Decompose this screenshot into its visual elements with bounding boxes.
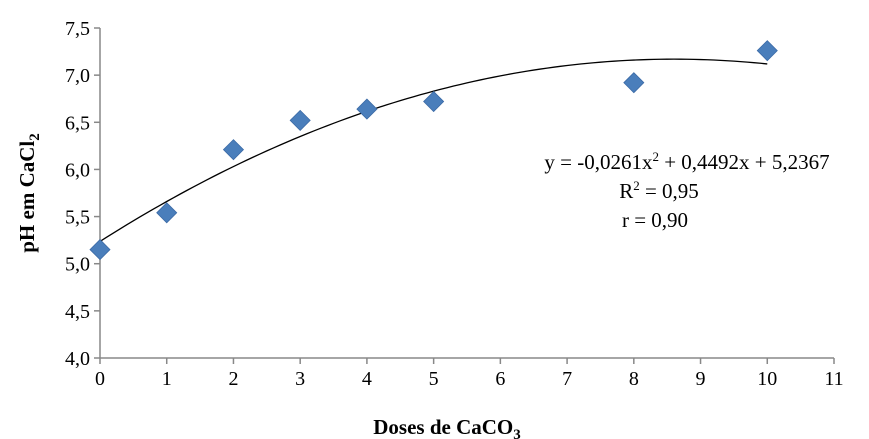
y-tick-label: 5,5 <box>65 207 90 229</box>
x-ticks: 0 1 2 3 4 5 6 7 8 9 10 11 <box>95 358 844 390</box>
y-tick-label: 7,5 <box>65 18 90 40</box>
y-tick-label: 6,5 <box>65 112 90 134</box>
r-squared-label: R2 = 0,95 <box>619 178 699 203</box>
x-tick-label: 6 <box>495 368 505 390</box>
y-tick-label: 5,0 <box>65 254 90 276</box>
x-tick-label: 7 <box>562 368 572 390</box>
x-tick-label: 2 <box>228 368 238 390</box>
y-tick-label: 4,5 <box>65 301 90 323</box>
x-axis-title: Doses de CaCO3 <box>373 415 521 439</box>
x-tick-label: 3 <box>295 368 305 390</box>
x-tick-label: 0 <box>95 368 105 390</box>
y-axis-title: pH em CaCl2 <box>15 133 43 253</box>
x-tick-label: 8 <box>629 368 639 390</box>
x-tick-label: 11 <box>824 368 843 390</box>
y-tick-label: 4,0 <box>65 348 90 370</box>
data-point <box>156 202 178 224</box>
data-point <box>289 109 311 131</box>
data-point <box>623 72 645 94</box>
data-point <box>756 40 778 62</box>
x-tick-label: 10 <box>757 368 777 390</box>
data-points <box>89 40 778 261</box>
data-point <box>356 98 378 120</box>
y-tick-label: 7,0 <box>65 65 90 87</box>
data-point <box>89 239 111 261</box>
axes <box>99 28 834 359</box>
x-tick-label: 4 <box>362 368 372 390</box>
r-label: r = 0,90 <box>622 208 688 232</box>
y-ticks: 4,0 4,5 5,0 5,5 6,0 6,5 7,0 7,5 <box>65 18 100 370</box>
x-tick-label: 5 <box>429 368 439 390</box>
x-tick-label: 9 <box>696 368 706 390</box>
y-tick-label: 6,0 <box>65 159 90 181</box>
regression-equation: y = -0,0261x2 + 0,4492x + 5,2367 <box>544 149 829 174</box>
x-tick-label: 1 <box>162 368 172 390</box>
data-point <box>423 90 445 113</box>
data-point <box>222 139 245 161</box>
